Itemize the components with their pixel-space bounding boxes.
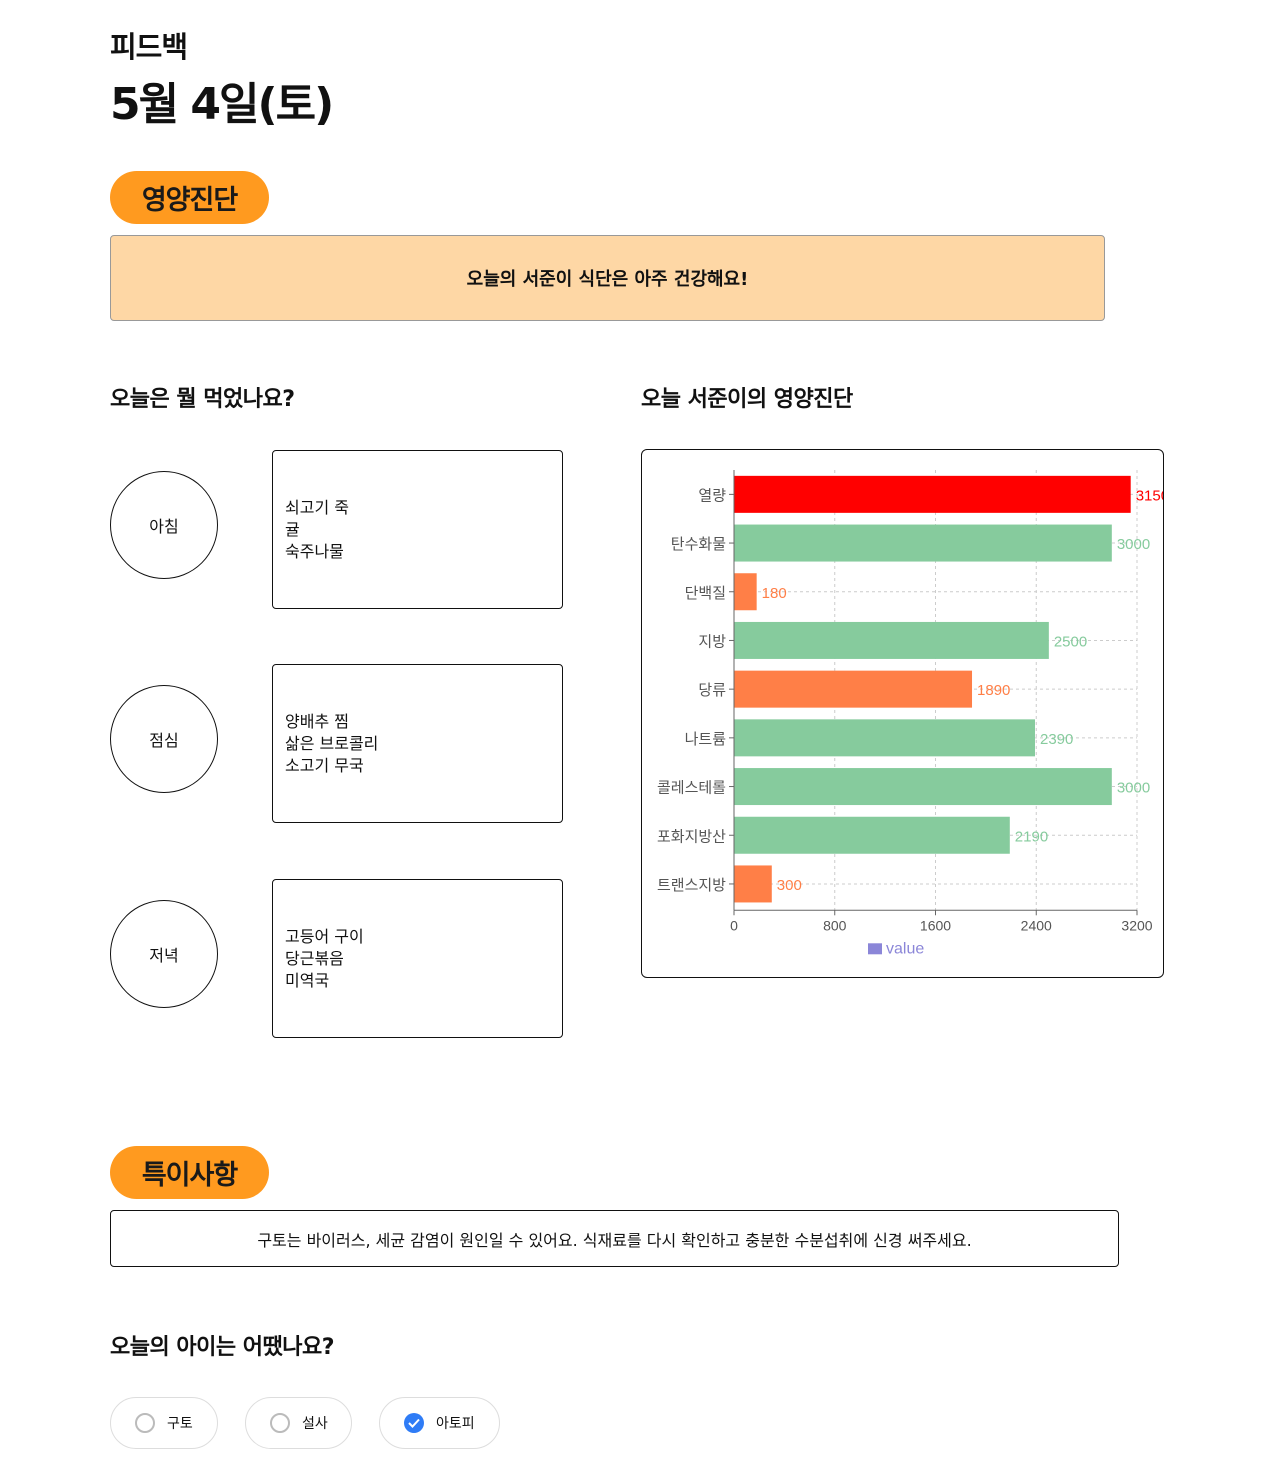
meal-box-breakfast: 쇠고기 죽 귤 숙주나물 xyxy=(272,450,563,609)
x-tick-label: 0 xyxy=(730,917,738,933)
condition-option-label: 아토피 xyxy=(436,1416,475,1432)
condition-heading: 오늘의 아이는 어땠나요? xyxy=(110,1335,334,1360)
condition-option-vomiting[interactable]: 구토 xyxy=(110,1397,218,1449)
page-title-date: 5월 4일(토) xyxy=(110,79,334,130)
y-tick-label: 나트륨 xyxy=(685,730,727,748)
bar xyxy=(734,719,1035,757)
radio-unchecked-icon[interactable] xyxy=(270,1413,290,1433)
meal-circle-lunch: 점심 xyxy=(110,685,218,793)
bar xyxy=(734,768,1112,806)
bar-value-label: 2390 xyxy=(1040,731,1073,748)
y-tick-label: 지방 xyxy=(698,632,726,650)
y-tick-label: 탄수화물 xyxy=(671,535,726,553)
food-item: 양배추 찜 xyxy=(285,711,349,731)
y-tick-label: 콜레스테롤 xyxy=(657,779,726,797)
bar xyxy=(734,524,1112,562)
nutrition-summary-text: 오늘의 서준이 식단은 아주 건강해요! xyxy=(466,269,749,290)
bar-value-label: 3150 xyxy=(1136,487,1164,504)
page-label: 피드백 xyxy=(110,30,188,64)
food-item: 고등어 구이 xyxy=(285,926,364,946)
x-tick-label: 3200 xyxy=(1121,917,1152,933)
bar xyxy=(734,670,973,708)
radio-checked-icon[interactable] xyxy=(404,1413,424,1433)
x-tick-label: 800 xyxy=(823,917,847,933)
y-tick-label: 열량 xyxy=(698,486,726,504)
nutrition-chart-card: 3150열량3000탄수화물180단백질2500지방1890당류2390나트륨3… xyxy=(641,449,1164,978)
food-item: 소고기 무국 xyxy=(285,755,364,775)
y-tick-label: 트랜스지방 xyxy=(657,876,726,894)
food-item: 당근볶음 xyxy=(285,948,344,968)
food-item: 귤 xyxy=(285,519,300,539)
y-tick-label: 단백질 xyxy=(685,584,726,602)
food-item: 삶은 브로콜리 xyxy=(285,733,379,753)
meal-box-lunch: 양배추 찜 삶은 브로콜리 소고기 무국 xyxy=(272,664,563,823)
meal-name: 아침 xyxy=(149,517,179,536)
legend-label: value xyxy=(886,940,924,957)
y-tick-label: 포화지방산 xyxy=(657,827,726,845)
meal-box-dinner: 고등어 구이 당근볶음 미역국 xyxy=(272,879,563,1038)
condition-option-atopy[interactable]: 아토피 xyxy=(379,1397,500,1449)
bar-value-label: 2190 xyxy=(1015,828,1048,845)
meal-name: 점심 xyxy=(149,731,179,750)
x-tick-label: 1600 xyxy=(920,917,951,933)
meals-heading: 오늘은 뭘 먹었나요? xyxy=(110,387,295,412)
food-item: 미역국 xyxy=(285,970,330,990)
food-item: 쇠고기 죽 xyxy=(285,497,349,517)
notes-badge: 특이사항 xyxy=(110,1146,269,1199)
nutrition-badge: 영양진단 xyxy=(110,171,269,224)
bar-value-label: 180 xyxy=(762,585,787,602)
bar-value-label: 3000 xyxy=(1117,536,1150,553)
chart-heading: 오늘 서준이의 영양진단 xyxy=(641,387,853,412)
nutrition-bar-chart: 3150열량3000탄수화물180단백질2500지방1890당류2390나트륨3… xyxy=(657,470,1164,957)
notes-text: 구토는 바이러스, 세균 감염이 원인일 수 있어요. 식재료를 다시 확인하고… xyxy=(257,1230,972,1250)
meal-circle-dinner: 저녁 xyxy=(110,900,218,1008)
meal-circle-breakfast: 아침 xyxy=(110,471,218,579)
condition-option-label: 설사 xyxy=(302,1416,328,1432)
condition-option-label: 구토 xyxy=(167,1416,193,1432)
checkmark-icon xyxy=(408,1418,420,1428)
bar-value-label: 1890 xyxy=(977,682,1010,699)
x-tick-label: 2400 xyxy=(1021,917,1052,933)
food-item: 숙주나물 xyxy=(285,541,344,561)
meal-name: 저녁 xyxy=(149,946,179,965)
condition-option-diarrhea[interactable]: 설사 xyxy=(245,1397,352,1449)
y-tick-label: 당류 xyxy=(698,681,726,699)
bar-value-label: 2500 xyxy=(1054,633,1087,650)
bar-value-label: 3000 xyxy=(1117,780,1150,797)
bar xyxy=(734,816,1010,854)
legend-swatch xyxy=(868,943,882,955)
nutrition-summary-banner: 오늘의 서준이 식단은 아주 건강해요! xyxy=(110,235,1105,321)
notes-box: 구토는 바이러스, 세균 감염이 원인일 수 있어요. 식재료를 다시 확인하고… xyxy=(110,1210,1119,1267)
bar-value-label: 300 xyxy=(777,877,802,894)
radio-unchecked-icon[interactable] xyxy=(135,1413,155,1433)
bar xyxy=(734,865,772,903)
bar xyxy=(734,573,757,611)
bar xyxy=(734,621,1049,659)
bar xyxy=(734,475,1131,513)
